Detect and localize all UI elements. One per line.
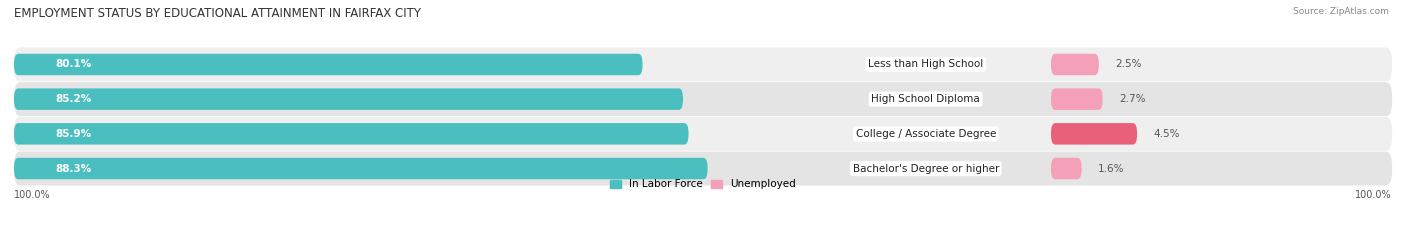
FancyBboxPatch shape — [14, 158, 707, 179]
Text: Source: ZipAtlas.com: Source: ZipAtlas.com — [1294, 7, 1389, 16]
Text: 100.0%: 100.0% — [1355, 190, 1392, 200]
Text: 4.5%: 4.5% — [1154, 129, 1180, 139]
Text: High School Diploma: High School Diploma — [872, 94, 980, 104]
Text: EMPLOYMENT STATUS BY EDUCATIONAL ATTAINMENT IN FAIRFAX CITY: EMPLOYMENT STATUS BY EDUCATIONAL ATTAINM… — [14, 7, 420, 20]
Text: 85.2%: 85.2% — [56, 94, 91, 104]
Text: 1.6%: 1.6% — [1098, 164, 1125, 174]
FancyBboxPatch shape — [14, 88, 683, 110]
FancyBboxPatch shape — [1052, 123, 1137, 145]
Text: 2.7%: 2.7% — [1119, 94, 1146, 104]
FancyBboxPatch shape — [14, 117, 1392, 151]
Text: 80.1%: 80.1% — [56, 59, 91, 69]
Text: 100.0%: 100.0% — [14, 190, 51, 200]
FancyBboxPatch shape — [14, 54, 643, 75]
Text: 2.5%: 2.5% — [1115, 59, 1142, 69]
FancyBboxPatch shape — [14, 151, 1392, 185]
Text: Bachelor's Degree or higher: Bachelor's Degree or higher — [852, 164, 998, 174]
Text: Less than High School: Less than High School — [868, 59, 983, 69]
Text: 88.3%: 88.3% — [56, 164, 91, 174]
Legend: In Labor Force, Unemployed: In Labor Force, Unemployed — [606, 175, 800, 193]
FancyBboxPatch shape — [14, 48, 1392, 82]
FancyBboxPatch shape — [1052, 88, 1102, 110]
Text: 85.9%: 85.9% — [56, 129, 91, 139]
FancyBboxPatch shape — [1052, 158, 1081, 179]
Text: College / Associate Degree: College / Associate Degree — [855, 129, 995, 139]
FancyBboxPatch shape — [1052, 54, 1099, 75]
FancyBboxPatch shape — [14, 82, 1392, 116]
FancyBboxPatch shape — [14, 123, 689, 145]
